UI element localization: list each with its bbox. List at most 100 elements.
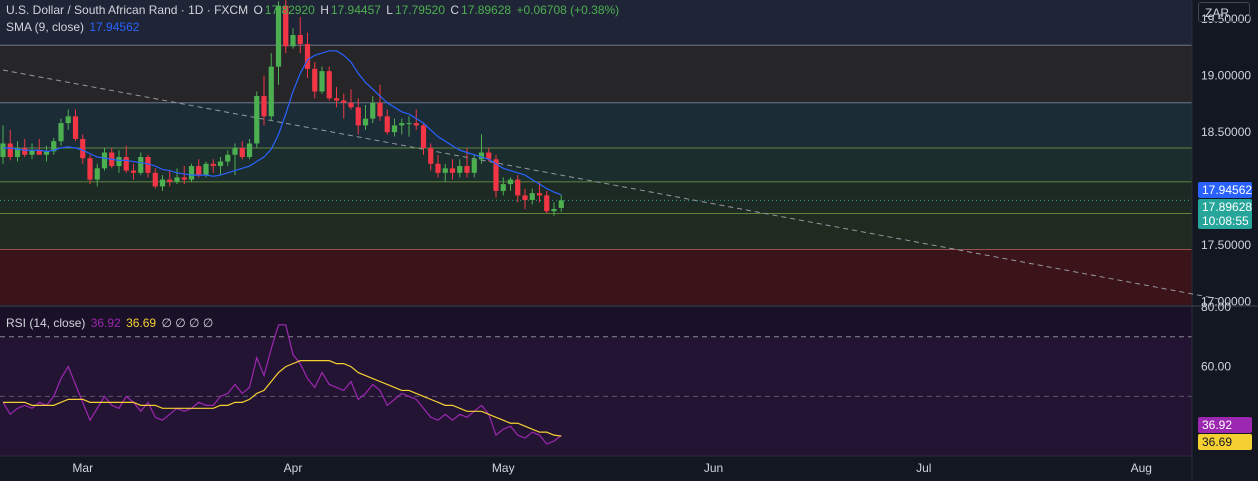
candle-body xyxy=(457,166,463,173)
candle-body xyxy=(362,118,369,126)
close-value: 17.89628 xyxy=(461,3,512,17)
candle-body xyxy=(232,147,238,155)
candle-body xyxy=(413,123,419,126)
rsi-value-tag: 36.92 xyxy=(1198,417,1252,433)
price-tick-label: 19.50000 xyxy=(1201,12,1251,26)
candle-body xyxy=(210,163,216,167)
candle-body xyxy=(471,159,477,173)
bar-countdown: 10:08:55 xyxy=(1202,214,1249,228)
sma-value: 17.94562 xyxy=(89,20,140,34)
candle-body xyxy=(304,44,311,69)
candle-body xyxy=(399,123,405,126)
price-zone xyxy=(0,102,1192,148)
candle-body xyxy=(43,151,50,155)
time-tick-label: May xyxy=(492,461,515,475)
candle-body xyxy=(7,143,13,158)
price-zone xyxy=(0,181,1192,214)
candle-body xyxy=(181,177,187,180)
price-tick-label: 17.00000 xyxy=(1201,295,1251,309)
candle-body xyxy=(14,147,21,158)
candle-body xyxy=(188,166,195,180)
candle-body xyxy=(217,161,224,167)
candle-body xyxy=(65,116,71,124)
close-label: C xyxy=(450,3,460,17)
time-tick-label: Aug xyxy=(1131,461,1152,475)
rsi-label: RSI (14, close) xyxy=(6,316,86,330)
candle-body xyxy=(145,157,151,173)
currency-selector[interactable]: ZAR xyxy=(1198,2,1250,22)
rsi-legend[interactable]: RSI (14, close) 36.92 36.69 ∅ ∅ ∅ ∅ xyxy=(6,316,215,330)
candle-body xyxy=(101,152,108,169)
candle-body xyxy=(326,71,332,99)
price-zone xyxy=(0,45,1192,103)
last-price-tag: 17.89628 10:08:55 xyxy=(1198,199,1252,229)
candle-body xyxy=(254,96,260,144)
candle-body xyxy=(196,166,202,176)
price-zone xyxy=(0,0,1192,46)
rsi-value: 36.92 xyxy=(90,316,121,330)
sma-price-tag: 17.94562 xyxy=(1198,182,1252,198)
candle-body xyxy=(283,5,289,47)
candle-body xyxy=(51,141,57,152)
candle-body xyxy=(348,102,354,108)
change-value: +0.06708 (+0.38%) xyxy=(516,3,620,17)
candle-body xyxy=(333,98,340,101)
time-tick-label: Jul xyxy=(916,461,931,475)
price-tick-label: 19.00000 xyxy=(1201,69,1251,83)
candle-body xyxy=(275,5,282,67)
candle-body xyxy=(558,200,564,208)
candle-body xyxy=(384,116,390,133)
candle-body xyxy=(312,68,318,92)
candle-body xyxy=(80,138,86,159)
candle-body xyxy=(297,35,303,45)
candle-body xyxy=(123,157,129,171)
candle-body xyxy=(36,150,42,155)
candle-body xyxy=(0,143,6,158)
open-label: O xyxy=(253,3,263,17)
candle-body xyxy=(246,143,253,158)
candle-body xyxy=(22,147,28,155)
rsi-tick-label: 80.00 xyxy=(1201,300,1231,314)
candle-body xyxy=(464,166,470,173)
price-tick-label: 18.50000 xyxy=(1201,125,1251,139)
time-tick-label: Jun xyxy=(704,461,723,475)
candle-body xyxy=(435,163,441,173)
candle-body xyxy=(261,96,267,117)
symbol-legend[interactable]: U.S. Dollar / South African Rand · 1D · … xyxy=(6,3,621,17)
candle-body xyxy=(203,163,209,176)
candle-body xyxy=(94,168,100,180)
candle-body xyxy=(536,193,543,196)
candle-body xyxy=(72,116,79,139)
candle-body xyxy=(522,195,528,200)
sma-legend[interactable]: SMA (9, close) 17.94562 xyxy=(6,20,141,34)
candle-body xyxy=(500,184,506,191)
candle-body xyxy=(290,35,296,47)
candle-body xyxy=(167,179,173,182)
time-tick-label: Apr xyxy=(284,461,303,475)
low-label: L xyxy=(386,3,393,17)
high-label: H xyxy=(320,3,329,17)
sma-label: SMA (9, close) xyxy=(6,20,85,34)
candle-body xyxy=(420,125,427,148)
candle-body xyxy=(225,154,231,162)
candle-body xyxy=(442,168,448,173)
candle-body xyxy=(138,157,144,173)
candle-body xyxy=(319,71,325,92)
rsi-ma-value: 36.69 xyxy=(126,316,157,330)
candle-body xyxy=(87,158,93,180)
last-price-value: 17.89628 xyxy=(1202,200,1253,214)
candle-body xyxy=(507,179,514,185)
price-zone xyxy=(0,147,1192,182)
price-zone xyxy=(0,249,1192,305)
candle-body xyxy=(377,102,383,117)
candle-body xyxy=(449,168,456,173)
candle-body xyxy=(159,179,166,187)
candle-body xyxy=(391,125,398,133)
sma-line xyxy=(3,50,562,196)
candle-body xyxy=(152,172,158,187)
candle-body xyxy=(130,170,137,173)
rsi-ma-line xyxy=(3,360,562,437)
candle-body xyxy=(370,102,376,119)
